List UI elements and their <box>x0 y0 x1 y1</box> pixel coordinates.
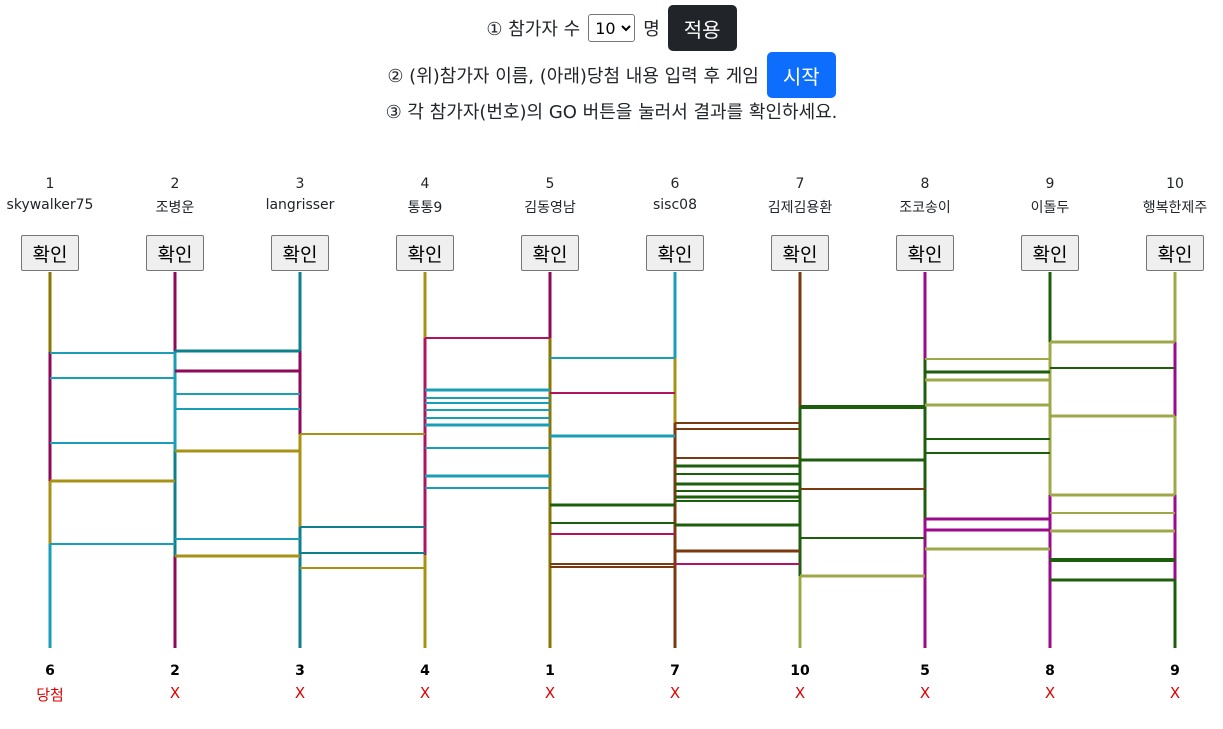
result-number: 5 <box>920 663 930 679</box>
start-button[interactable]: 시작 <box>766 52 836 98</box>
result-text: X <box>1169 684 1181 702</box>
participant-number: 6 <box>670 176 680 192</box>
participant-name: skywalker75 <box>6 197 94 213</box>
participant-number: 2 <box>170 176 180 192</box>
step1-prefix: ① 참가자 수 <box>486 19 581 40</box>
result-text: X <box>919 684 931 702</box>
result-text: X <box>794 684 806 702</box>
participant-name: 김동영남 <box>524 200 576 216</box>
confirm-button[interactable]: 확인 <box>271 235 329 271</box>
participant-count-select[interactable]: 10 <box>588 14 636 42</box>
result-number: 8 <box>1045 663 1055 679</box>
step2-text: ② (위)참가자 이름, (아래)당첨 내용 입력 후 게임 <box>387 66 759 87</box>
participant-number: 3 <box>295 176 305 192</box>
confirm-button[interactable]: 확인 <box>146 235 204 271</box>
participant-name: 김제김용환 <box>767 200 833 216</box>
participant-name: langrisser <box>265 197 335 213</box>
participant-number: 4 <box>420 176 430 192</box>
participant-number: 9 <box>1045 176 1055 192</box>
participant-name: sisc08 <box>653 197 697 213</box>
participant-number: 7 <box>795 176 805 192</box>
confirm-button[interactable]: 확인 <box>521 235 579 271</box>
participant-number: 10 <box>1166 176 1184 192</box>
apply-button[interactable]: 적용 <box>667 5 737 51</box>
confirm-button[interactable]: 확인 <box>1146 235 1204 271</box>
result-number: 7 <box>670 663 680 679</box>
confirm-button[interactable]: 확인 <box>896 235 954 271</box>
participant-name: 조병운 <box>155 200 195 216</box>
result-number: 9 <box>1170 663 1180 679</box>
confirm-button[interactable]: 확인 <box>646 235 704 271</box>
participant-name: 조코송이 <box>899 200 951 216</box>
step3-text: ③ 각 참가자(번호)의 GO 버튼을 눌러서 결과를 확인하세요. <box>385 102 838 123</box>
confirm-button[interactable]: 확인 <box>396 235 454 271</box>
result-text: X <box>294 684 306 702</box>
result-text: X <box>169 684 181 702</box>
participant-name: 이돌두 <box>1030 200 1070 216</box>
result-number: 1 <box>545 663 555 679</box>
step2-row: ② (위)참가자 이름, (아래)당첨 내용 입력 후 게임 시작 <box>0 52 1223 98</box>
participant-number: 8 <box>920 176 930 192</box>
step1-row: ① 참가자 수 10 명 적용 <box>0 5 1223 51</box>
result-text: X <box>669 684 681 702</box>
participant-name: 통통9 <box>407 200 443 216</box>
participant-number: 5 <box>545 176 555 192</box>
result-text: 당첨 <box>36 686 64 704</box>
result-text: X <box>1044 684 1056 702</box>
result-text: X <box>544 684 556 702</box>
result-number: 6 <box>45 663 55 679</box>
result-number: 10 <box>790 663 810 679</box>
participant-number: 1 <box>45 176 55 192</box>
participant-name: 행복한제주 <box>1142 200 1208 216</box>
result-number: 4 <box>420 663 430 679</box>
confirm-button[interactable]: 확인 <box>771 235 829 271</box>
result-text: X <box>419 684 431 702</box>
result-number: 3 <box>295 663 305 679</box>
result-number: 2 <box>170 663 180 679</box>
confirm-button[interactable]: 확인 <box>1021 235 1079 271</box>
step1-suffix: 명 <box>643 19 660 40</box>
confirm-button[interactable]: 확인 <box>21 235 79 271</box>
